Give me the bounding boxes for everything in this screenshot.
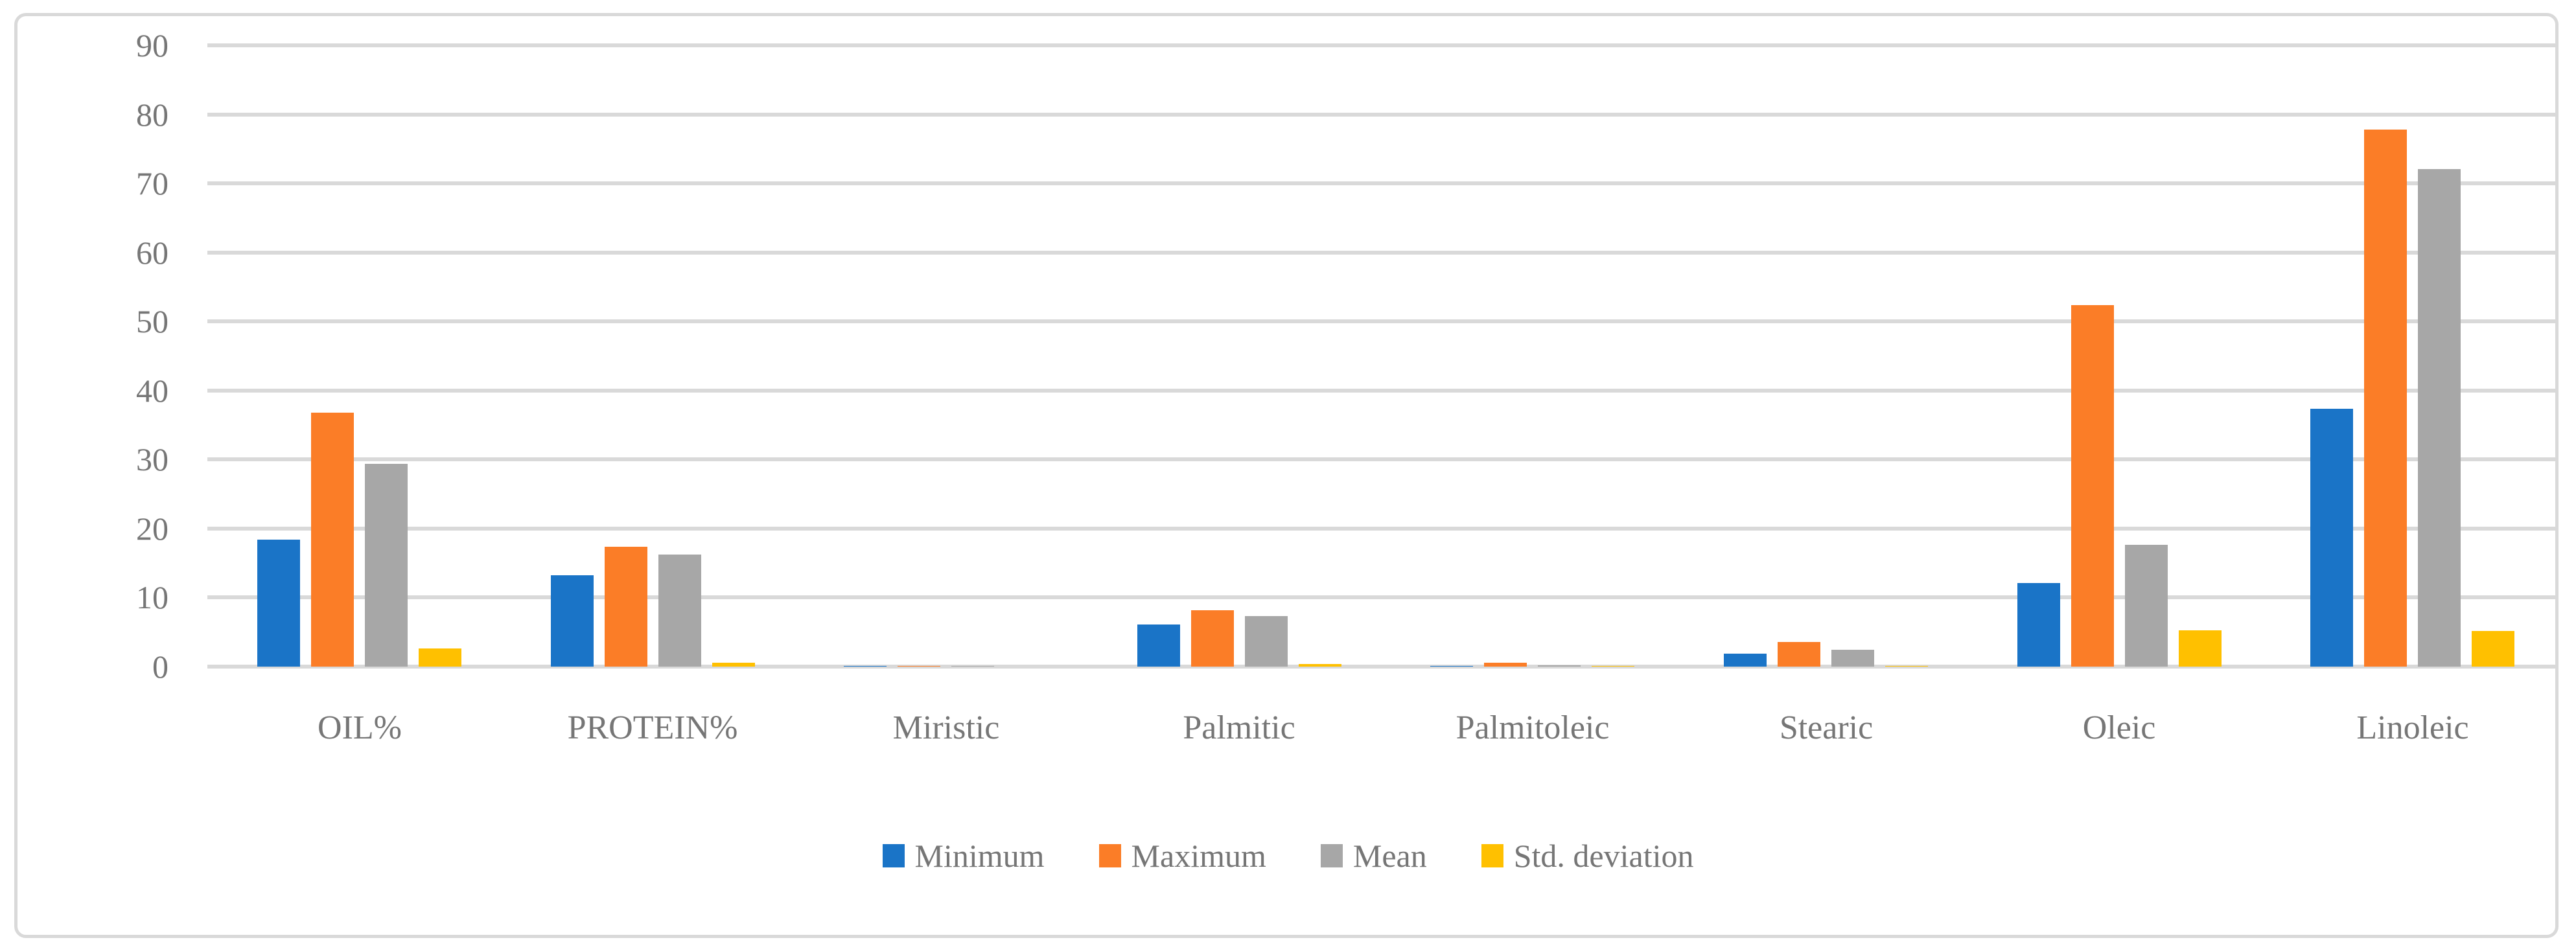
y-tick-label-80: 80 (136, 97, 168, 133)
legend: Minimum Maximum Mean Std. deviation (0, 840, 2576, 872)
bar-maximum-PROTEIN% (605, 547, 647, 667)
bar-group-Stearic (1724, 45, 1928, 667)
bar-maximum-Stearic (1778, 642, 1820, 667)
gridline-40 (207, 389, 2557, 393)
legend-swatch-icon (882, 844, 905, 867)
bar-std-deviation-Linoleic (2472, 631, 2514, 667)
gridline-20 (207, 527, 2557, 531)
x-category-label-Oleic: Oleic (2082, 709, 2156, 746)
bar-group-Palmitoleic (1430, 45, 1634, 667)
bar-group-Miristic (844, 45, 1048, 667)
legend-label: Std. deviation (1513, 838, 1694, 874)
chart-border-frame (14, 13, 2559, 938)
y-tick-label-90: 90 (136, 27, 168, 63)
legend-item-maximum: Maximum (1098, 838, 1266, 874)
bar-group-Palmitic (1137, 45, 1341, 667)
gridline-0 (207, 665, 2557, 669)
bar-maximum-OIL% (311, 413, 354, 667)
bar-mean-Linoleic (2418, 169, 2461, 667)
x-category-label-Palmitic: Palmitic (1183, 709, 1295, 746)
x-category-label-Linoleic: Linoleic (2356, 709, 2469, 746)
gridline-10 (207, 595, 2557, 599)
legend-item-std-deviation: Std. deviation (1481, 838, 1694, 874)
bar-mean-Oleic (2125, 545, 2168, 667)
legend-item-mean: Mean (1320, 838, 1427, 874)
bar-maximum-Palmitic (1191, 610, 1234, 667)
gridline-80 (207, 113, 2557, 117)
legend-swatch-icon (1098, 844, 1121, 867)
y-tick-label-30: 30 (136, 441, 168, 477)
bar-mean-Stearic (1831, 650, 1874, 667)
y-tick-label-70: 70 (136, 165, 168, 201)
legend-label: Mean (1352, 838, 1427, 874)
bar-minimum-Palmitoleic (1430, 666, 1473, 667)
gridline-50 (207, 319, 2557, 323)
bar-maximum-Linoleic (2364, 130, 2407, 667)
bar-group-OIL% (257, 45, 461, 667)
bar-maximum-Miristic (898, 666, 940, 667)
bar-minimum-Palmitic (1137, 624, 1180, 667)
bar-std-deviation-OIL% (419, 648, 461, 667)
x-category-label-Stearic: Stearic (1779, 709, 1874, 746)
gridline-90 (207, 43, 2557, 47)
legend-label: Maximum (1131, 838, 1266, 874)
gridline-60 (207, 251, 2557, 255)
bar-maximum-Oleic (2071, 305, 2114, 667)
bar-std-deviation-PROTEIN% (712, 663, 755, 667)
bar-std-deviation-Oleic (2179, 630, 2222, 667)
y-tick-label-50: 50 (136, 303, 168, 339)
gridline-70 (207, 181, 2557, 185)
legend-swatch-icon (1320, 844, 1343, 867)
bar-minimum-Oleic (2017, 583, 2060, 667)
legend-label: Minimum (914, 838, 1045, 874)
legend-item-minimum: Minimum (882, 838, 1045, 874)
bar-minimum-OIL% (257, 540, 300, 667)
gridline-30 (207, 457, 2557, 461)
y-tick-label-20: 20 (136, 510, 168, 547)
bar-mean-Miristic (951, 666, 994, 667)
bar-group-Oleic (2017, 45, 2222, 667)
bar-std-deviation-Stearic (1885, 666, 1928, 667)
bar-group-Linoleic (2310, 45, 2514, 667)
x-category-label-PROTEIN%: PROTEIN% (567, 709, 738, 746)
legend-swatch-icon (1481, 844, 1503, 867)
bar-group-PROTEIN% (551, 45, 755, 667)
bar-minimum-Stearic (1724, 654, 1767, 667)
y-tick-label-10: 10 (136, 579, 168, 615)
bar-minimum-PROTEIN% (551, 575, 594, 667)
y-tick-label-40: 40 (136, 372, 168, 409)
bar-std-deviation-Palmitic (1299, 664, 1341, 667)
bar-mean-OIL% (365, 464, 408, 667)
bar-std-deviation-Palmitoleic (1592, 666, 1634, 667)
bar-mean-Palmitoleic (1538, 665, 1581, 667)
bar-maximum-Palmitoleic (1484, 663, 1527, 667)
y-tick-label-0: 0 (152, 648, 168, 685)
bar-mean-PROTEIN% (658, 555, 701, 667)
x-category-label-Miristic: Miristic (892, 709, 1000, 746)
bar-mean-Palmitic (1245, 616, 1288, 667)
bar-minimum-Linoleic (2310, 409, 2353, 667)
x-category-label-OIL%: OIL% (318, 709, 402, 746)
x-category-label-Palmitoleic: Palmitoleic (1456, 709, 1610, 746)
bar-minimum-Miristic (844, 666, 887, 667)
y-tick-label-60: 60 (136, 235, 168, 271)
